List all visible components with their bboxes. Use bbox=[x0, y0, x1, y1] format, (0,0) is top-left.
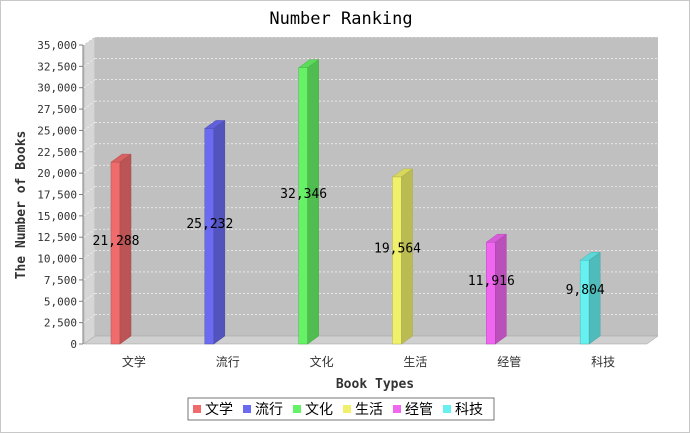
legend-label: 文化 bbox=[305, 402, 333, 418]
bar-流行: 25,232 bbox=[186, 119, 233, 345]
y-tick-label: 0 bbox=[70, 338, 77, 351]
bar-side bbox=[401, 168, 413, 345]
legend-label: 经管 bbox=[405, 402, 433, 418]
legend-box bbox=[187, 397, 495, 421]
y-tick-label: 32,500 bbox=[37, 60, 77, 73]
bar-side bbox=[119, 153, 132, 345]
legend-label: 文学 bbox=[205, 402, 233, 418]
legend-item-文学: 文学 bbox=[193, 402, 233, 418]
y-tick-label: 2,500 bbox=[44, 317, 77, 330]
x-axis: 文学 流行 文化 生活 经管 科技 bbox=[122, 354, 615, 369]
y-axis-title: The Number of Books bbox=[14, 131, 29, 280]
bar-文化: 32,346 bbox=[280, 59, 327, 345]
y-tick-label: 20,000 bbox=[37, 167, 77, 180]
y-tick-label: 7,500 bbox=[44, 274, 77, 287]
bar-文学: 21,288 bbox=[93, 153, 140, 345]
x-tick-label: 流行 bbox=[216, 355, 240, 369]
y-tick-label: 27,500 bbox=[37, 103, 77, 116]
y-tick-label: 15,000 bbox=[37, 210, 77, 223]
y-tick-label: 17,500 bbox=[37, 189, 77, 202]
legend-item-科技: 科技 bbox=[443, 402, 483, 418]
bar-front bbox=[204, 128, 215, 345]
x-tick-label: 科技 bbox=[591, 355, 615, 369]
bar-经管: 11,916 bbox=[468, 233, 515, 345]
bar-front bbox=[579, 259, 590, 345]
legend-swatch bbox=[243, 405, 251, 413]
legend-label: 科技 bbox=[455, 402, 483, 418]
y-tick-label: 22,500 bbox=[37, 146, 77, 159]
bar-value-label: 9,804 bbox=[566, 283, 605, 298]
bar-front bbox=[110, 161, 121, 345]
x-tick-label: 生活 bbox=[403, 355, 427, 369]
y-tick-label: 12,500 bbox=[37, 231, 77, 244]
legend-swatch bbox=[393, 405, 401, 413]
x-axis-title: Book Types bbox=[336, 377, 414, 392]
x-tick-label: 经管 bbox=[497, 354, 521, 369]
plot-floor bbox=[83, 335, 659, 345]
x-tick-label: 文学 bbox=[122, 354, 146, 369]
legend-item-经管: 经管 bbox=[393, 402, 433, 418]
y-axis: 0 2,500 5,000 7,500 10,000 12,500 15,000 17,500… bbox=[37, 39, 84, 351]
legend-label: 流行 bbox=[255, 402, 283, 418]
legend-swatch bbox=[443, 405, 451, 413]
legend-item-生活: 生活 bbox=[343, 402, 383, 418]
bar-front bbox=[392, 176, 402, 345]
y-tick-label: 35,000 bbox=[37, 39, 77, 52]
bars: 21,288 25,232 32,346 19,564 11,916 9,804 bbox=[93, 59, 605, 345]
legend-label: 生活 bbox=[355, 402, 383, 418]
bar-value-label: 32,346 bbox=[280, 187, 327, 202]
bar-value-label: 19,564 bbox=[374, 241, 421, 256]
y-tick-label: 10,000 bbox=[37, 253, 77, 266]
bar-生活: 19,564 bbox=[374, 168, 421, 345]
bar-side bbox=[495, 233, 507, 345]
bar-front bbox=[486, 241, 496, 345]
legend-swatch bbox=[193, 405, 201, 413]
legend-swatch bbox=[293, 405, 301, 413]
gridlines bbox=[83, 36, 658, 323]
y-tick-label: 30,000 bbox=[37, 82, 77, 95]
legend-swatch bbox=[343, 405, 351, 413]
chart-title: Number Ranking bbox=[269, 9, 412, 29]
bar-value-label: 21,288 bbox=[93, 234, 140, 249]
bar-side bbox=[307, 59, 319, 345]
legend-item-流行: 流行 bbox=[243, 402, 283, 418]
bar-科技: 9,804 bbox=[566, 251, 605, 345]
legend: 文学 流行 文化 生活 经管 科技 bbox=[187, 397, 495, 421]
bar-side bbox=[588, 251, 601, 345]
bar-side bbox=[213, 119, 226, 345]
y-tick-label: 5,000 bbox=[44, 295, 77, 308]
bar-value-label: 25,232 bbox=[186, 217, 233, 232]
y-tick-label: 25,000 bbox=[37, 124, 77, 137]
bar-front bbox=[298, 67, 308, 345]
legend-item-文化: 文化 bbox=[293, 402, 333, 418]
x-tick-label: 文化 bbox=[310, 354, 334, 369]
plot-left-wall bbox=[83, 36, 96, 345]
bar-value-label: 11,916 bbox=[468, 274, 515, 289]
